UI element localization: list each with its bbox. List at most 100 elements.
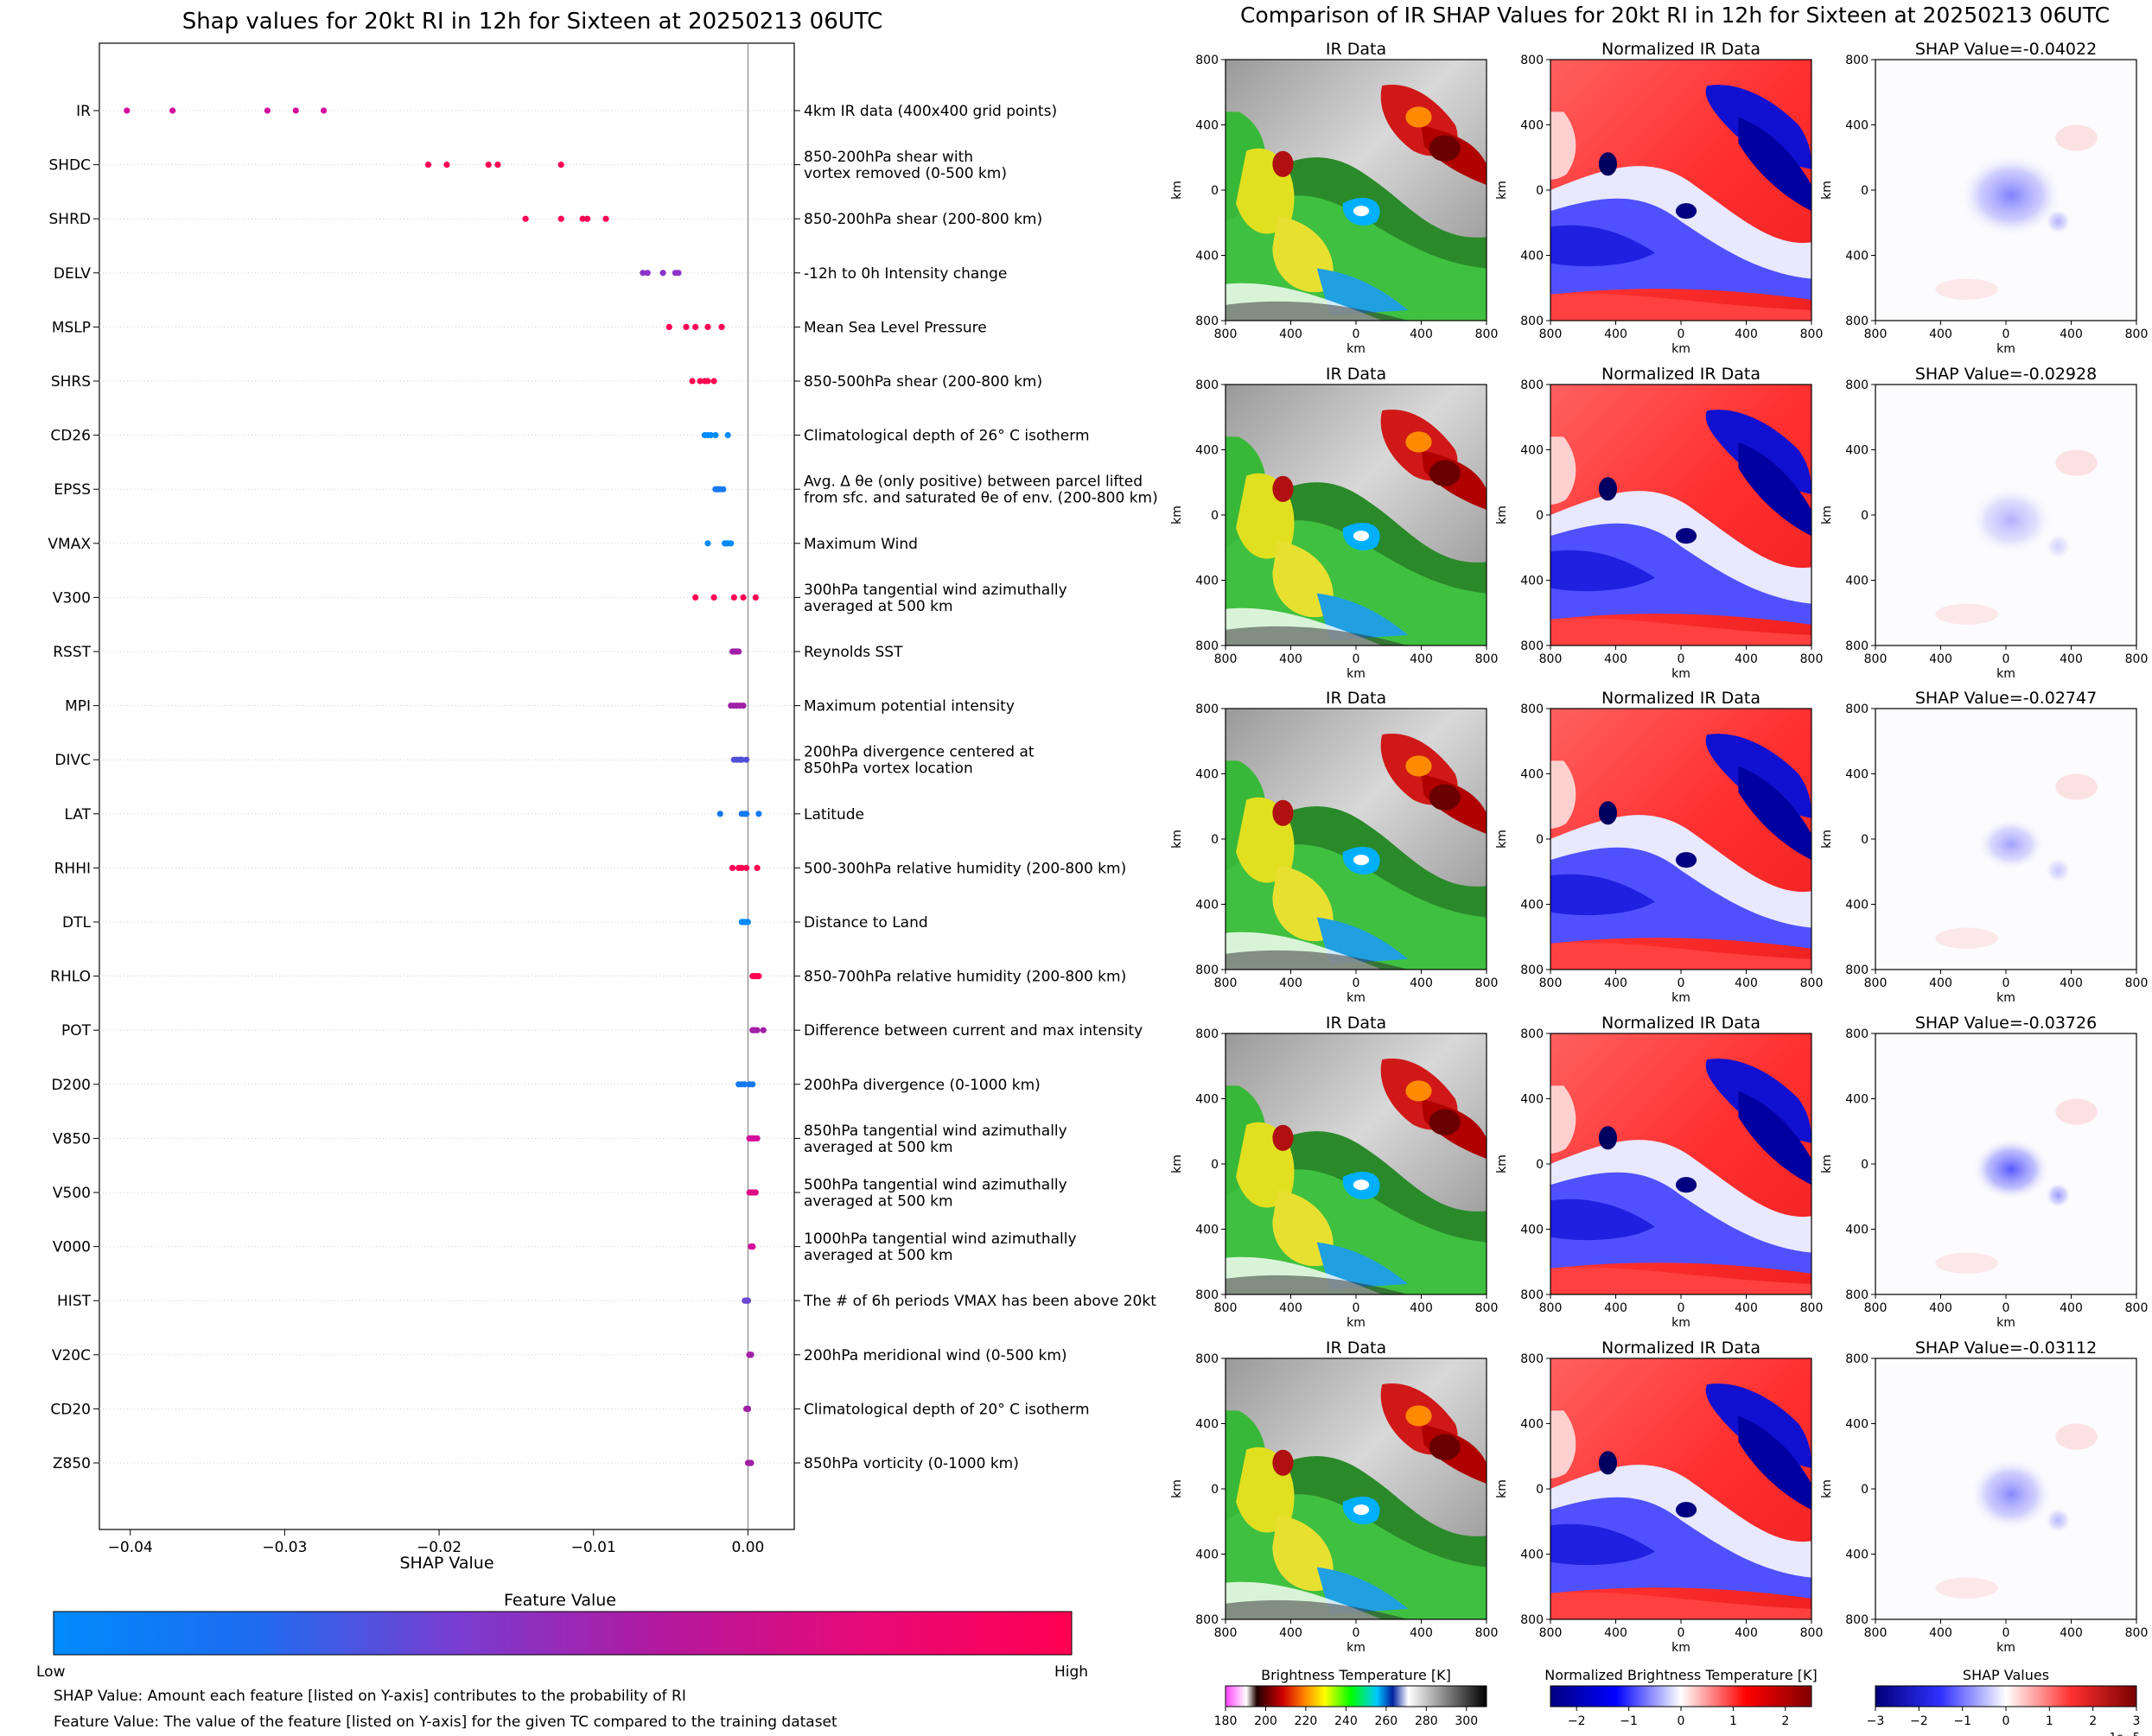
feature-description: 500hPa tangential wind azimuthally <box>804 1177 1067 1194</box>
y-tick-label: 400 <box>1520 444 1544 458</box>
normalized-ir-image <box>1550 385 1811 645</box>
x-tick-label: 800 <box>1800 1301 1824 1315</box>
x-tick-label: 400 <box>1604 652 1627 666</box>
shap-values-colorbar: SHAP Values −3 −2 −1 0 1 2 3 1e−5 <box>1867 1667 2141 1736</box>
shap-map-panel: SHAP Value=-0.03112800800400400004004008… <box>1820 1339 2148 1655</box>
colorbar-tick-label: −2 <box>1910 1714 1928 1728</box>
shap-point <box>710 378 717 385</box>
y-tick-label: 400 <box>1520 1418 1544 1432</box>
normalized-ir-image <box>1550 1358 1811 1619</box>
y-tick-label: 400 <box>1845 444 1869 458</box>
y-tick-label: 0 <box>1536 509 1544 523</box>
feature-row-rhhi: RHHI 500-300hPa relative humidity (200-80… <box>54 860 1127 877</box>
feature-description: vortex removed (0-500 km) <box>804 165 1007 182</box>
x-tick-label: 800 <box>1539 1626 1563 1640</box>
y-tick-label: 400 <box>1195 1093 1219 1107</box>
y-axis-label: km <box>1170 1154 1184 1173</box>
shap-panel-title: SHAP Value=-0.04022 <box>1915 40 2097 59</box>
y-tick-label: 800 <box>1195 1027 1219 1041</box>
feature-row-cd20: CD20 Climatological depth of 20° C isothe… <box>50 1401 1089 1418</box>
shap-point <box>659 270 666 277</box>
feature-row-z850: Z850 850hPa vorticity (0-1000 km) <box>53 1455 1019 1472</box>
x-tick-label: 0 <box>1678 1301 1685 1315</box>
shap-point <box>583 215 591 222</box>
colorbar-tick-label: 300 <box>1455 1714 1478 1728</box>
image-row-5: IR Data80080040040000400400800800kmkmNor… <box>1170 1339 2148 1655</box>
y-tick-label: 0 <box>1536 1158 1544 1172</box>
y-tick-label: 800 <box>1195 1352 1219 1366</box>
y-axis-label: km <box>1495 1154 1509 1173</box>
shap-point <box>557 162 564 169</box>
colorbar-gradient <box>1225 1685 1487 1707</box>
colorbar-gradient <box>1875 1685 2137 1707</box>
y-tick-label: 0 <box>1536 184 1544 198</box>
shap-point <box>743 864 750 872</box>
shap-point <box>720 486 727 493</box>
x-axis-ticks: −0.04 −0.03 −0.02 −0.01 0.00 <box>108 1529 764 1556</box>
y-tick-label: 400 <box>1845 575 1869 588</box>
feature-description: Maximum potential intensity <box>804 698 1015 715</box>
shap-point <box>704 540 711 547</box>
normalized-ir-image <box>1550 1033 1811 1294</box>
x-tick-label: 400 <box>1604 327 1627 341</box>
feature-value-note: Feature Value: The value of the feature … <box>54 1714 837 1731</box>
feature-rows: IR 4km IR data (400x400 grid points) SHDC 8… <box>48 103 1157 1472</box>
feature-description: 850-700hPa relative humidity (200-800 km… <box>804 969 1126 986</box>
normalized-temperature-colorbar: Normalized Brightness Temperature [K] −2 −… <box>1544 1667 1818 1728</box>
shap-point <box>740 594 747 601</box>
shap-point <box>740 703 747 709</box>
y-axis-label: km <box>1170 830 1184 849</box>
shap-panel-title: SHAP Value=-0.03726 <box>1915 1014 2097 1033</box>
colorbar-high-label: High <box>1054 1663 1088 1681</box>
feature-row-shrd: SHRD 850-200hPa shear (200-800 km) <box>49 211 1043 228</box>
colorbar-tick-label: 200 <box>1254 1714 1277 1728</box>
y-tick-label: 800 <box>1845 315 1869 328</box>
ir-image <box>1226 1358 1487 1619</box>
feature-label: MPI <box>65 698 91 715</box>
feature-row-dtl: DTL Distance to Land <box>62 914 928 932</box>
y-tick-label: 800 <box>1195 378 1219 392</box>
x-tick-label: 400 <box>1929 327 1952 341</box>
y-tick-label: 400 <box>1195 899 1219 913</box>
shap-negative-region <box>1977 817 2046 871</box>
feature-label: DIVC <box>54 752 91 769</box>
feature-description: -12h to 0h Intensity change <box>804 265 1007 283</box>
x-tick-label: 0 <box>1678 976 1685 990</box>
shap-map-panel: SHAP Value=-0.04022800800400400004004008… <box>1820 40 2148 356</box>
shap-negative-region <box>1969 486 2053 555</box>
x-tick-label: 800 <box>1475 1626 1499 1640</box>
y-tick-label: 400 <box>1520 1093 1544 1107</box>
shap-point <box>321 107 328 114</box>
shap-point <box>744 1405 752 1412</box>
shap-point <box>754 864 761 872</box>
panel-title: IR Data <box>1326 1014 1386 1033</box>
x-tick-label: 800 <box>1214 327 1238 341</box>
shap-point <box>169 107 176 114</box>
y-tick-label: 800 <box>1195 1613 1219 1627</box>
y-axis-label: km <box>1495 830 1509 849</box>
shap-panel-title: SHAP Value=-0.02928 <box>1915 365 2097 384</box>
feature-row-ir: IR 4km IR data (400x400 grid points) <box>76 103 1057 120</box>
y-tick-label: 400 <box>1845 1418 1869 1432</box>
x-tick-label: 400 <box>1735 1626 1758 1640</box>
x-axis-label: km <box>1996 1316 2015 1330</box>
x-tick-label: 400 <box>1735 652 1758 666</box>
feature-row-mslp: MSLP Mean Sea Level Pressure <box>52 319 987 336</box>
feature-description: 4km IR data (400x400 grid points) <box>804 103 1057 120</box>
shap-point <box>124 107 131 114</box>
feature-label: SHDC <box>48 157 91 175</box>
colorbar-gradient <box>1550 1685 1812 1707</box>
y-tick-label: 400 <box>1520 575 1544 588</box>
colorbar-tick-label: 260 <box>1374 1714 1398 1728</box>
y-tick-label: 400 <box>1520 1548 1544 1562</box>
y-axis-label: km <box>1495 506 1509 525</box>
x-axis-label: km <box>1671 667 1690 681</box>
y-tick-label: 400 <box>1520 250 1544 264</box>
x-tick-label: 0 <box>2002 1301 2010 1315</box>
y-tick-label: 0 <box>1211 833 1219 847</box>
feature-description: 850-200hPa shear (200-800 km) <box>804 211 1042 228</box>
y-tick-label: 800 <box>1845 378 1869 392</box>
feature-description: 200hPa meridional wind (0-500 km) <box>804 1347 1067 1364</box>
